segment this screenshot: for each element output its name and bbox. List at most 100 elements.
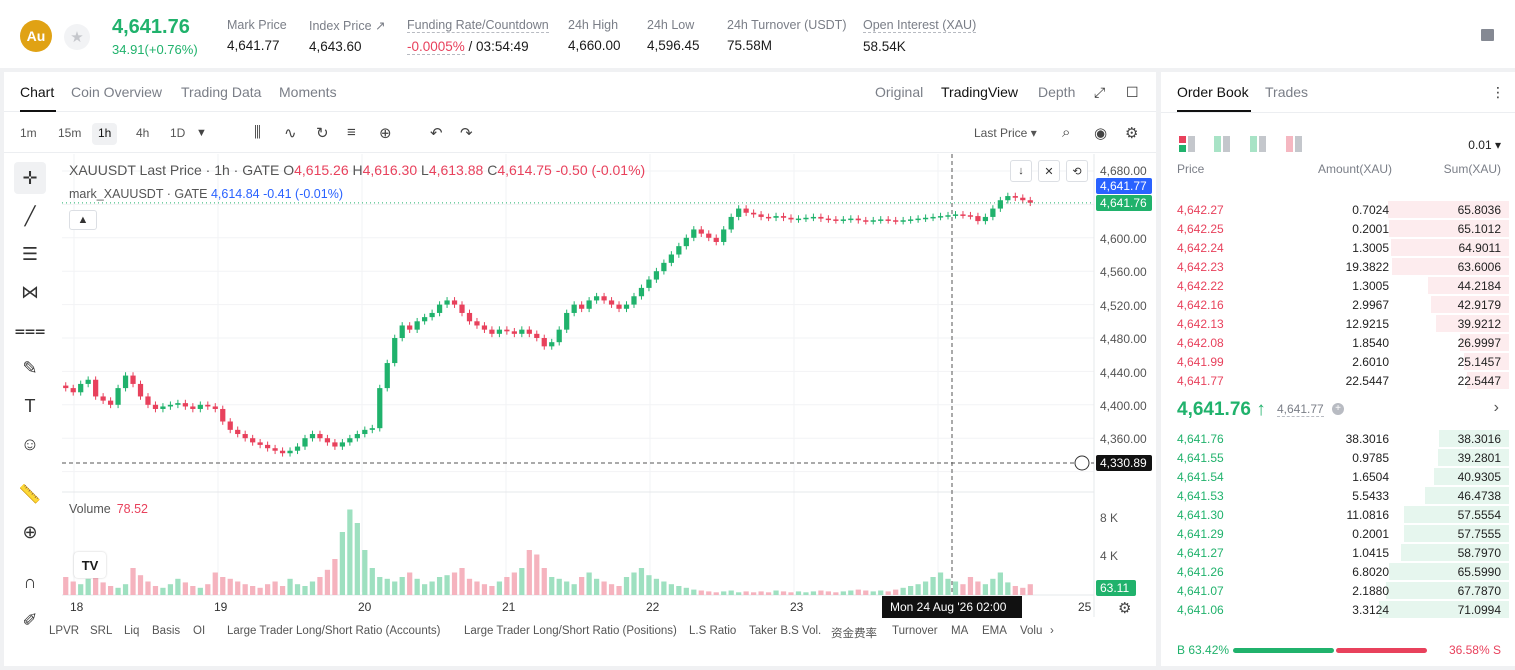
ask-row[interactable]: 4,641.99 2.6010 25.1457	[1161, 352, 1515, 371]
ask-row[interactable]: 4,641.77 22.5447 22.5447	[1161, 371, 1515, 390]
indicator-turnover[interactable]: Turnover	[892, 625, 938, 637]
search-icon[interactable]: ⌕	[1062, 124, 1071, 141]
volume-bar	[728, 590, 734, 595]
undo-icon[interactable]: ↶	[430, 125, 443, 142]
fib-icon[interactable]: ⩶	[14, 319, 46, 340]
candle-body	[93, 379, 99, 397]
ask-row[interactable]: 4,642.24 1.3005 64.9011	[1161, 238, 1515, 257]
indicator-taker-vol[interactable]: Taker B.S Vol.	[749, 625, 822, 637]
indicator-liq[interactable]: Liq	[124, 625, 140, 637]
indicator-ls-accounts[interactable]: Large Trader Long/Short Ratio (Accounts)	[227, 625, 441, 637]
bid-row[interactable]: 4,641.76 38.3016 38.3016	[1161, 429, 1515, 448]
view-tradingview[interactable]: TradingView	[941, 84, 1019, 100]
candle-type-icon[interactable]: ⫼	[254, 124, 261, 141]
settings-list-icon[interactable]: ≡	[347, 124, 356, 141]
ask-row[interactable]: 4,642.08 1.8540 26.9997	[1161, 333, 1515, 352]
row-sum: 39.9212	[1457, 317, 1501, 331]
ruler-icon[interactable]: 📏	[18, 483, 42, 504]
ask-row[interactable]: 4,642.23 19.3822 63.6006	[1161, 257, 1515, 276]
indicator-ls-positions[interactable]: Large Trader Long/Short Ratio (Positions…	[464, 625, 677, 637]
zoom-in-icon[interactable]: ⊕	[22, 521, 38, 542]
window-icon[interactable]: ☐	[1126, 84, 1139, 100]
brush-icon[interactable]: ✎	[22, 357, 38, 378]
view-both-icon[interactable]	[1179, 136, 1195, 152]
candle-body	[818, 216, 824, 219]
add-indicator-icon[interactable]: ⊕	[379, 125, 392, 142]
scroll-down-button[interactable]: ↓	[1010, 160, 1032, 182]
ask-row[interactable]: 4,642.13 12.9215 39.9212	[1161, 314, 1515, 333]
indicator-funding-rate[interactable]: 资金费率	[831, 628, 877, 640]
pencil-lock-icon[interactable]: ✐	[22, 609, 38, 630]
timeframe-1m[interactable]: 1m	[20, 126, 37, 140]
indicator-volume[interactable]: Volu	[1020, 625, 1043, 637]
camera-icon[interactable]: ◉	[1094, 125, 1108, 142]
crosshair-icon[interactable]: ✛	[14, 162, 46, 194]
bid-row[interactable]: 4,641.30 11.0816 57.5554	[1161, 505, 1515, 524]
chevron-right-icon[interactable]: ›	[1493, 399, 1499, 416]
indicator-oi[interactable]: OI	[193, 625, 206, 637]
ask-row[interactable]: 4,642.22 1.3005 44.2184	[1161, 276, 1515, 295]
indicator-ls-ratio[interactable]: L.S Ratio	[689, 625, 737, 637]
reset-chart-button[interactable]: ⟲	[1066, 160, 1088, 182]
indicator-lpvr[interactable]: LPVR	[49, 625, 80, 637]
tab-coin-overview[interactable]: Coin Overview	[71, 84, 163, 100]
tab-order-book[interactable]: Order Book	[1177, 84, 1249, 100]
bid-row[interactable]: 4,641.55 0.9785 39.2801	[1161, 448, 1515, 467]
favorite-star-icon[interactable]: ★	[64, 24, 90, 50]
trendline-icon[interactable]: ╱	[24, 205, 36, 226]
refresh-icon[interactable]: ↻	[316, 125, 329, 142]
depth-bar	[1388, 201, 1509, 218]
precision-select[interactable]: 0.01 ▾	[1468, 138, 1501, 152]
redo-icon[interactable]: ↷	[460, 125, 473, 142]
view-bids-only-icon[interactable]	[1250, 136, 1266, 152]
chart-settings-icon[interactable]: ⚙	[1118, 600, 1132, 617]
timeframe-dropdown-icon[interactable]: ▼	[196, 127, 207, 139]
info-icon[interactable]: +	[1332, 403, 1344, 415]
ask-row[interactable]: 4,642.27 0.7024 65.8036	[1161, 200, 1515, 219]
tab-trading-data[interactable]: Trading Data	[181, 84, 262, 100]
timeframe-15m[interactable]: 15m	[58, 126, 82, 140]
view-asks-icon[interactable]	[1286, 136, 1302, 152]
close-chart-button[interactable]: ✕	[1038, 160, 1060, 182]
tradingview-logo[interactable]: TV	[74, 552, 106, 578]
tab-moments[interactable]: Moments	[279, 84, 337, 100]
bid-row[interactable]: 4,641.27 1.0415 58.7970	[1161, 543, 1515, 562]
text-icon[interactable]: T	[24, 395, 36, 416]
indicator-ema[interactable]: EMA	[982, 625, 1007, 637]
view-original[interactable]: Original	[875, 84, 924, 100]
pattern-icon[interactable]: ⋈	[21, 281, 39, 302]
bid-row[interactable]: 4,641.54 1.6504 40.9305	[1161, 467, 1515, 486]
candle-body	[975, 216, 981, 222]
legend-collapse-button[interactable]: ▲	[69, 210, 97, 230]
price-source-select[interactable]: Last Price ▾	[974, 126, 1037, 140]
tab-chart[interactable]: Chart	[20, 84, 55, 100]
bid-row[interactable]: 4,641.29 0.2001 57.7555	[1161, 524, 1515, 543]
stat-index-price[interactable]: Index Price ↗ 4,643.60	[309, 19, 386, 54]
indicator-basis[interactable]: Basis	[152, 625, 181, 637]
timeframe-1d[interactable]: 1D	[170, 126, 186, 140]
timeframe-1h[interactable]: 1h	[92, 123, 118, 145]
bid-row[interactable]: 4,641.26 6.8020 65.5990	[1161, 562, 1515, 581]
more-icon[interactable]: ⋮	[1491, 84, 1505, 100]
bid-row[interactable]: 4,641.06 3.3124 71.0994	[1161, 600, 1515, 619]
expand-icon[interactable]: ⤢	[1094, 84, 1106, 100]
ask-row[interactable]: 4,642.25 0.2001 65.1012	[1161, 219, 1515, 238]
ask-row[interactable]: 4,642.16 2.9967 42.9179	[1161, 295, 1515, 314]
indicator-ma[interactable]: MA	[951, 625, 969, 637]
gear-icon[interactable]: ⚙	[1125, 125, 1139, 142]
bid-row[interactable]: 4,641.53 5.5433 46.4738	[1161, 486, 1515, 505]
cursor-price-tag: 4,330.89	[1096, 455, 1152, 471]
bid-row[interactable]: 4,641.07 2.1880 67.7870	[1161, 581, 1515, 600]
chevron-right-icon[interactable]: ›	[1050, 625, 1054, 637]
view-bids-icon[interactable]	[1214, 136, 1230, 152]
view-depth[interactable]: Depth	[1038, 84, 1076, 100]
volume-bar	[369, 568, 375, 595]
indicator-srl[interactable]: SRL	[90, 625, 113, 637]
magnet-icon[interactable]: ∩	[23, 571, 37, 592]
horizontal-lines-icon[interactable]: ☰	[21, 243, 39, 264]
emoji-icon[interactable]: ☺	[20, 433, 40, 454]
indicators-icon[interactable]: ∿	[284, 125, 297, 142]
tab-trades[interactable]: Trades	[1265, 84, 1309, 100]
timeframe-4h[interactable]: 4h	[136, 126, 150, 140]
book-icon[interactable]	[1481, 29, 1494, 41]
